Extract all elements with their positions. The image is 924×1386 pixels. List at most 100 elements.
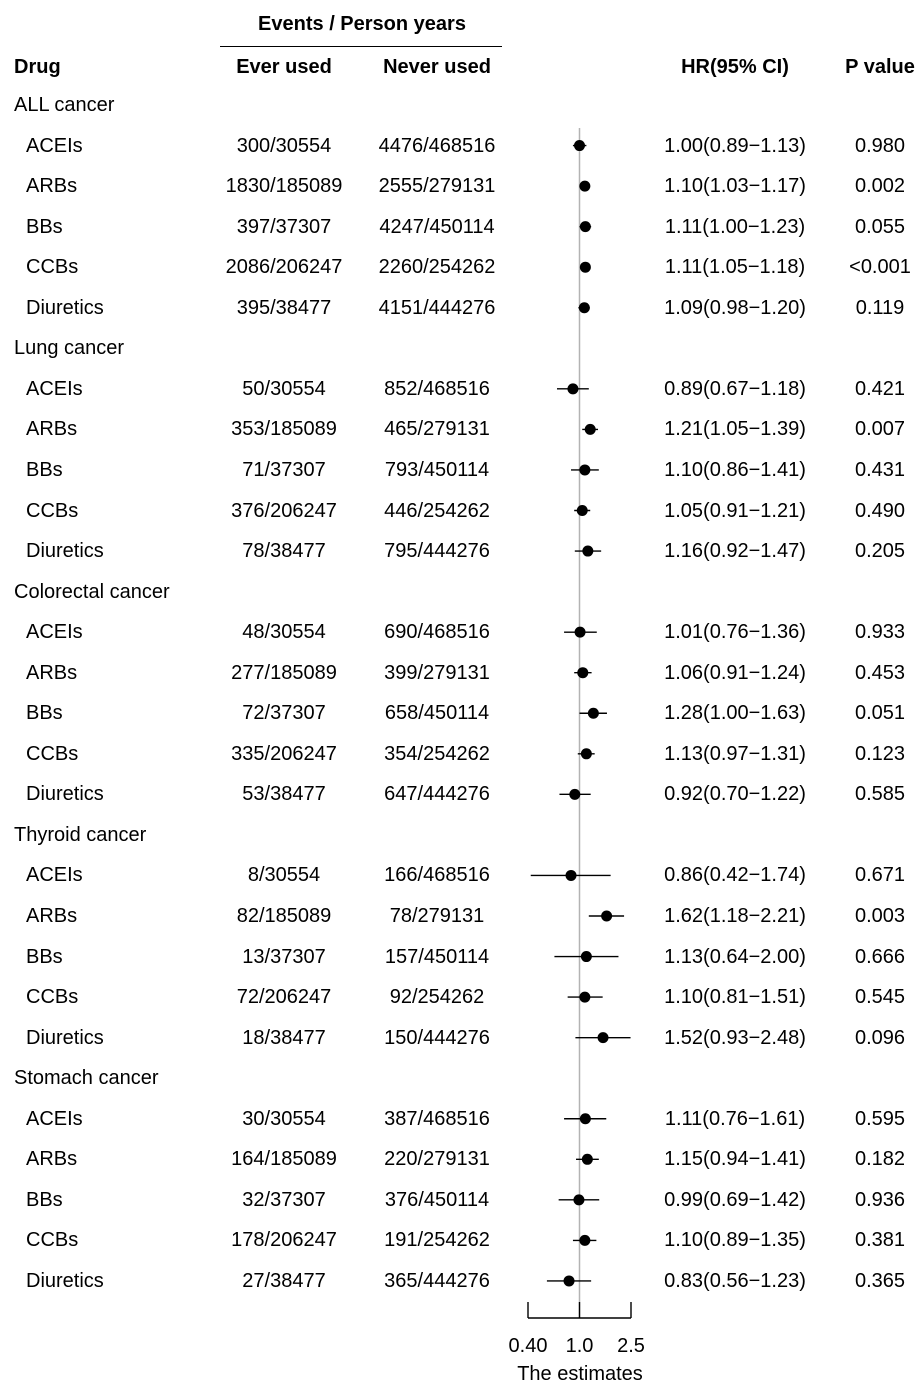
point-estimate (574, 140, 585, 152)
hr-ci-value: 0.83(0.56−1.23) (664, 1269, 806, 1292)
hr-ci-value: 0.99(0.69−1.42) (664, 1188, 806, 1211)
never-used-value: 4151/444276 (378, 296, 496, 319)
hr-ci-value: 0.89(0.67−1.18) (664, 377, 806, 400)
ever-used-value: 2086/206247 (225, 256, 343, 279)
hr-ci-value: 1.15(0.94−1.41) (664, 1148, 806, 1171)
hr-ci-value: 1.10(0.89−1.35) (664, 1229, 806, 1252)
p-value: 0.003 (854, 905, 906, 927)
p-value: 0.119 (855, 296, 905, 319)
p-value: 0.545 (854, 986, 906, 1009)
ever-used-value: 32/37307 (242, 1188, 326, 1211)
column-header-never-used: Never used (383, 56, 491, 78)
hr-ci-value: 1.09(0.98−1.20) (664, 296, 806, 319)
ever-used-value: 72/37307 (242, 702, 326, 725)
never-used-value: 793/450114 (384, 458, 490, 481)
p-value: 0.595 (854, 1107, 906, 1130)
column-header-drug: Drug (14, 56, 61, 78)
never-used-value: 446/254262 (384, 499, 490, 522)
p-value: 0.980 (854, 134, 906, 157)
p-value: 0.453 (854, 661, 906, 684)
never-used-value: 852/468516 (384, 377, 490, 400)
ever-used-value: 397/37307 (236, 215, 332, 238)
hr-ci-value: 1.10(0.86−1.41) (664, 458, 806, 481)
point-estimate (569, 788, 581, 800)
hr-ci-value: 0.86(0.42−1.74) (664, 864, 806, 887)
never-used-value: 795/444276 (384, 540, 490, 563)
never-used-value: 647/444276 (384, 783, 490, 806)
hr-ci-value: 1.28(1.00−1.63) (664, 702, 806, 725)
ever-used-value: 300/30554 (236, 134, 332, 157)
group-header-events-person-years: Events / Person years (258, 13, 466, 35)
never-used-value: 2555/279131 (378, 175, 496, 198)
never-used-value: 2260/254262 (378, 256, 496, 279)
drug-label: ARBs (26, 175, 78, 198)
hr-ci-value: 1.10(0.81−1.51) (664, 986, 806, 1009)
never-used-value: 376/450114 (384, 1188, 490, 1211)
p-value: 0.182 (854, 1148, 906, 1171)
ever-used-value: 48/30554 (242, 621, 326, 644)
p-value: 0.007 (854, 418, 906, 441)
ever-used-value: 178/206247 (231, 1229, 337, 1252)
point-estimate (578, 302, 590, 314)
ever-used-value: 72/206247 (236, 986, 332, 1009)
ever-used-value: 18/38477 (242, 1026, 326, 1049)
point-estimate (579, 464, 591, 476)
hr-ci-value: 1.21(1.05−1.39) (664, 418, 806, 441)
drug-label: BBs (26, 945, 63, 968)
p-value: 0.585 (854, 783, 906, 806)
group-label: ALL cancer (14, 94, 115, 116)
p-value: 0.365 (854, 1269, 906, 1292)
drug-label: Diuretics (26, 296, 104, 319)
ever-used-value: 53/38477 (242, 783, 326, 806)
point-estimate (581, 1153, 593, 1165)
never-used-value: 4476/468516 (378, 134, 496, 157)
drug-label: Diuretics (26, 1026, 104, 1049)
point-estimate (580, 748, 592, 760)
drug-label: BBs (26, 1188, 63, 1211)
drug-label: CCBs (26, 499, 79, 522)
drug-label: ARBs (26, 1148, 78, 1171)
p-value: 0.936 (854, 1188, 906, 1211)
point-estimate (597, 1032, 609, 1044)
group-label: Lung cancer (14, 337, 125, 360)
drug-label: CCBs (26, 742, 79, 765)
hr-ci-value: 1.01(0.76−1.36) (664, 621, 806, 644)
group-label: Colorectal cancer (14, 580, 170, 603)
x-axis-label: The estimates (517, 1363, 643, 1385)
p-value: 0.421 (854, 377, 906, 400)
point-estimate (582, 545, 594, 557)
drug-label: CCBs (26, 1229, 79, 1252)
x-tick-label: 1.0 (565, 1335, 594, 1357)
p-value: 0.671 (854, 864, 906, 887)
drug-label: ACEIs (26, 134, 83, 157)
x-tick-label: 2.5 (617, 1335, 645, 1357)
ever-used-value: 27/38477 (242, 1269, 326, 1292)
point-estimate (574, 626, 586, 638)
point-estimate (579, 261, 591, 273)
x-tick-label: 0.40 (508, 1335, 548, 1357)
column-header-hr: HR(95% CI) (681, 56, 789, 78)
group-header-underline (220, 46, 502, 47)
hr-ci-value: 1.10(1.03−1.17) (664, 175, 806, 198)
ever-used-value: 13/37307 (242, 945, 326, 968)
ever-used-value: 50/30554 (242, 377, 326, 400)
point-estimate (579, 1113, 591, 1125)
drug-label: ACEIs (26, 864, 83, 887)
drug-label: CCBs (26, 986, 79, 1009)
drug-label: BBs (26, 458, 63, 481)
drug-label: ARBs (26, 905, 78, 927)
hr-ci-value: 1.06(0.91−1.24) (664, 661, 806, 684)
never-used-value: 690/468516 (384, 621, 490, 644)
point-estimate (573, 1194, 585, 1206)
ever-used-value: 335/206247 (231, 742, 337, 765)
never-used-value: 78/279131 (389, 905, 485, 927)
p-value: 0.381 (854, 1229, 906, 1252)
never-used-value: 92/254262 (389, 986, 485, 1009)
ever-used-value: 277/185089 (231, 661, 337, 684)
drug-label: ACEIs (26, 1107, 83, 1130)
ever-used-value: 30/30554 (242, 1107, 326, 1130)
point-estimate (565, 869, 577, 881)
never-used-value: 150/444276 (384, 1026, 490, 1049)
hr-ci-value: 0.92(0.70−1.22) (664, 783, 806, 806)
